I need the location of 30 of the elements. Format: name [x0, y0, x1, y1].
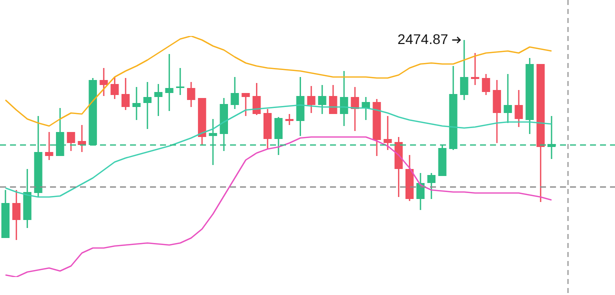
- candlestick: [252, 82, 261, 116]
- candlestick: [492, 79, 502, 144]
- candlestick: [154, 83, 162, 117]
- candlestick: [66, 131, 76, 152]
- candlestick: [100, 67, 108, 97]
- candlestick: [307, 85, 316, 114]
- candlestick: [242, 92, 250, 117]
- candlestick: [132, 86, 141, 121]
- candlestick: [460, 39, 468, 101]
- candlestick: [427, 172, 436, 200]
- candlestick: [122, 77, 130, 111]
- candlestick: [187, 81, 196, 108]
- candlestick: [384, 115, 392, 151]
- candlestick: [318, 84, 326, 115]
- candlestick: [482, 73, 490, 96]
- candlestick: [230, 76, 239, 110]
- candlestick: [504, 73, 512, 124]
- candlestick: [45, 131, 54, 161]
- candlestick: [143, 81, 152, 130]
- candlestick: [285, 113, 294, 126]
- candlestick: [165, 53, 174, 112]
- candlestick: [110, 76, 119, 100]
- candlestick: [514, 89, 523, 128]
- candlestick: [470, 52, 480, 86]
- candlestick: [329, 84, 338, 115]
- candlestick: [340, 70, 348, 127]
- candlestick: [12, 189, 20, 241]
- candlestick: [176, 67, 184, 96]
- annotation: 2474.87: [398, 30, 448, 47]
- candlestick: [362, 96, 370, 121]
